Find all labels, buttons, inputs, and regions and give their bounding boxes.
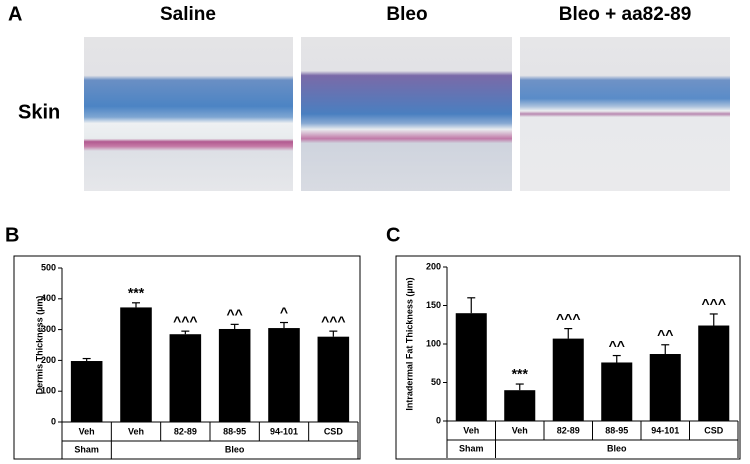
- x-tick-label: 82-89: [174, 426, 197, 436]
- micrograph: [301, 37, 512, 191]
- x-tick-label: 88-95: [605, 425, 628, 435]
- y-tick-label: 150: [426, 300, 441, 310]
- x-tick-label: Veh: [79, 426, 95, 436]
- significance-label: ^^^: [701, 296, 726, 312]
- bar: [649, 354, 681, 421]
- bar: [504, 390, 536, 421]
- bar: [455, 313, 487, 421]
- panel-label: A: [8, 3, 22, 25]
- y-tick-label: 200: [41, 355, 56, 365]
- significance-label: ^^: [226, 306, 242, 322]
- y-axis-label: Dermis Thickness (µm): [34, 296, 44, 395]
- bar: [120, 307, 152, 422]
- group-label: Bleo: [607, 443, 627, 453]
- y-tick-label: 100: [426, 338, 441, 348]
- column-label: Bleo: [386, 4, 427, 25]
- panel-label: C: [386, 224, 400, 246]
- group-label: Sham: [74, 444, 99, 454]
- x-tick-label: CSD: [704, 425, 724, 435]
- x-tick-label: Veh: [512, 425, 528, 435]
- y-tick-label: 500: [41, 262, 56, 272]
- y-axis-label: Intradermal Fat Thickness (µm): [404, 277, 414, 410]
- column-label: Saline: [160, 4, 216, 25]
- bar: [601, 362, 633, 421]
- bar: [317, 336, 350, 422]
- significance-label: ^^^: [173, 313, 198, 329]
- bar: [552, 338, 584, 421]
- significance-label: ^^: [657, 326, 673, 342]
- panel-label: B: [5, 224, 19, 246]
- significance-label: ^^: [609, 337, 625, 353]
- y-tick-label: 50: [431, 377, 441, 387]
- significance-label: ***: [512, 366, 529, 382]
- y-tick-label: 0: [436, 415, 441, 425]
- x-tick-label: 94-101: [270, 426, 298, 436]
- y-tick-label: 0: [51, 416, 56, 426]
- column-label: Bleo + aa82-89: [559, 4, 692, 25]
- group-label: Sham: [459, 443, 484, 453]
- micrograph: [520, 37, 730, 191]
- bar: [169, 334, 202, 422]
- x-tick-label: Veh: [128, 426, 144, 436]
- y-tick-label: 400: [41, 293, 56, 303]
- row-label: Skin: [18, 101, 60, 123]
- bar: [698, 325, 730, 421]
- y-tick-label: 100: [41, 386, 56, 396]
- group-label: Bleo: [225, 444, 245, 454]
- x-tick-label: 88-95: [223, 426, 246, 436]
- x-tick-label: 94-101: [651, 425, 679, 435]
- x-tick-label: 82-89: [557, 425, 580, 435]
- chart-frame: [13, 255, 361, 460]
- bar: [70, 361, 103, 422]
- chart-frame: [395, 255, 741, 460]
- significance-label: ^: [280, 304, 288, 320]
- significance-label: ^^^: [321, 313, 346, 329]
- x-tick-label: CSD: [324, 426, 344, 436]
- x-tick-label: Veh: [463, 425, 479, 435]
- bar: [218, 328, 251, 422]
- y-tick-label: 200: [426, 261, 441, 271]
- bar: [268, 328, 300, 422]
- significance-label: ^^^: [556, 310, 581, 326]
- significance-label: ***: [128, 285, 145, 301]
- y-tick-label: 300: [41, 324, 56, 334]
- micrograph: [84, 37, 293, 191]
